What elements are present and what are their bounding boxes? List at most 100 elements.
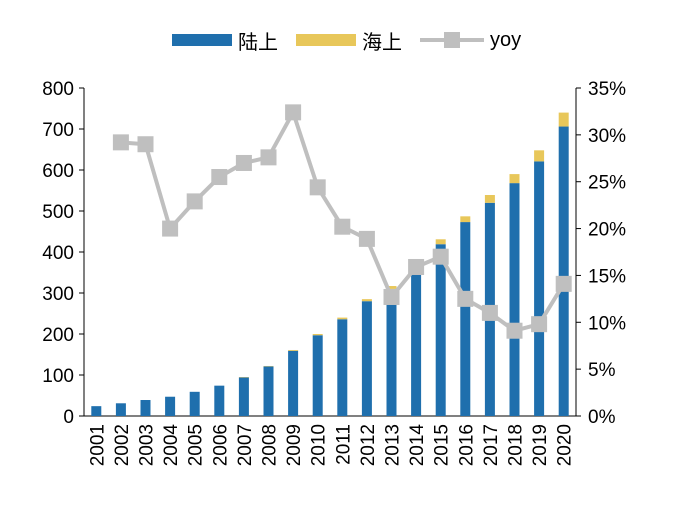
bar-offshore <box>534 150 545 162</box>
bar-onshore <box>361 301 372 416</box>
yoy-marker <box>285 104 302 121</box>
bar-onshore <box>115 403 126 416</box>
bar-onshore <box>189 391 200 416</box>
bar-offshore <box>484 195 495 203</box>
x-tick-label: 2017 <box>481 424 502 466</box>
x-axis-labels: 2001 2002 2003 2004 2005 2006 2007 2008 2009 2010… <box>87 424 575 467</box>
yoy-marker <box>358 230 375 247</box>
yoy-marker <box>531 316 548 333</box>
right-tick-label: 10% <box>588 313 626 334</box>
left-tick-label: 200 <box>42 325 74 346</box>
bar-offshore <box>386 286 397 289</box>
x-tick-label: 2007 <box>235 424 256 466</box>
bar-offshore <box>361 299 372 302</box>
legend-item-yoy: yoy <box>420 26 521 54</box>
right-tick-label: 30% <box>588 126 626 147</box>
legend-swatch-offshore <box>296 34 356 46</box>
bar-onshore <box>288 350 299 416</box>
right-y-axis: 0% 5% 10% 15% 20% 25% 30% 35% <box>575 79 626 428</box>
left-tick-label: 800 <box>42 79 74 100</box>
legend-label-offshore: 海上 <box>362 31 402 54</box>
bar-offshore <box>288 349 299 351</box>
left-tick-label: 700 <box>42 120 74 141</box>
x-tick-label: 2015 <box>432 424 453 466</box>
yoy-marker <box>408 258 425 275</box>
yoy-marker <box>481 304 498 321</box>
legend-item-offshore: 海上 <box>296 26 402 54</box>
bar-onshore <box>558 126 569 416</box>
bar-onshore <box>411 269 422 416</box>
yoy-marker <box>235 154 252 171</box>
x-tick-label: 2006 <box>210 424 231 466</box>
x-tick-label: 2009 <box>284 424 305 466</box>
right-tick-label: 0% <box>588 407 616 428</box>
bar-onshore <box>435 244 446 416</box>
yoy-marker <box>506 322 523 339</box>
right-tick-label: 35% <box>588 79 626 100</box>
yoy-marker <box>186 193 203 210</box>
bar-onshore <box>238 377 249 416</box>
bar-onshore <box>337 319 348 416</box>
x-tick-label: 2018 <box>506 424 527 466</box>
bar-onshore <box>165 396 176 416</box>
legend-swatch-yoy <box>420 32 484 48</box>
left-tick-label: 100 <box>42 366 74 387</box>
x-tick-label: 2004 <box>161 424 182 467</box>
left-tick-label: 300 <box>42 284 74 305</box>
x-tick-label: 2011 <box>333 424 354 465</box>
x-tick-label: 2005 <box>186 424 207 466</box>
bar-onshore <box>534 161 545 416</box>
right-tick-label: 5% <box>588 360 616 381</box>
yoy-marker <box>432 248 449 265</box>
bar-onshore <box>386 288 397 416</box>
yoy-marker <box>457 290 474 307</box>
x-tick-label: 2003 <box>137 424 158 466</box>
bar-onshore <box>460 222 471 416</box>
bar-offshore <box>312 334 323 336</box>
legend-swatch-onshore <box>172 34 232 46</box>
x-tick-label: 2019 <box>530 424 551 466</box>
right-tick-label: 25% <box>588 173 626 194</box>
bar-onshore <box>263 366 274 416</box>
bar-offshore <box>509 174 520 184</box>
x-tick-label: 2014 <box>407 424 428 467</box>
yoy-marker <box>211 169 228 186</box>
yoy-line-series <box>112 104 572 339</box>
yoy-marker <box>260 149 277 166</box>
legend-item-onshore: 陆上 <box>172 26 278 54</box>
bar-offshore <box>435 239 446 245</box>
bar-offshore <box>558 112 569 127</box>
yoy-marker <box>383 288 400 305</box>
yoy-marker <box>137 136 154 153</box>
left-tick-label: 0 <box>63 407 74 428</box>
x-tick-label: 2008 <box>260 424 281 466</box>
x-tick-label: 2012 <box>358 424 379 466</box>
left-y-axis: 0 100 200 300 400 500 600 700 800 <box>42 79 576 428</box>
left-tick-label: 500 <box>42 202 74 223</box>
yoy-marker <box>334 218 351 235</box>
x-tick-label: 2013 <box>383 424 404 466</box>
bar-offshore <box>460 216 471 223</box>
right-tick-label: 20% <box>588 220 626 241</box>
bar-onshore <box>91 406 102 416</box>
x-tick-label: 2010 <box>309 424 330 466</box>
bar-onshore <box>214 385 225 416</box>
bar-onshore <box>509 183 520 416</box>
left-tick-label: 600 <box>42 161 74 182</box>
x-tick-label: 2016 <box>456 424 477 466</box>
bar-offshore <box>337 317 348 320</box>
yoy-marker <box>112 134 129 151</box>
legend: 陆上 海上 yoy <box>0 26 677 54</box>
left-tick-label: 400 <box>42 243 74 264</box>
yoy-marker <box>309 179 326 196</box>
bar-onshore <box>140 400 151 416</box>
x-tick-label: 2020 <box>555 424 576 466</box>
legend-label-yoy: yoy <box>490 28 522 51</box>
bar-onshore <box>312 335 323 416</box>
bar-series <box>91 112 569 416</box>
yoy-marker <box>162 220 179 237</box>
yoy-marker <box>555 275 572 292</box>
x-tick-label: 2001 <box>87 424 108 466</box>
legend-label-onshore: 陆上 <box>238 31 278 54</box>
